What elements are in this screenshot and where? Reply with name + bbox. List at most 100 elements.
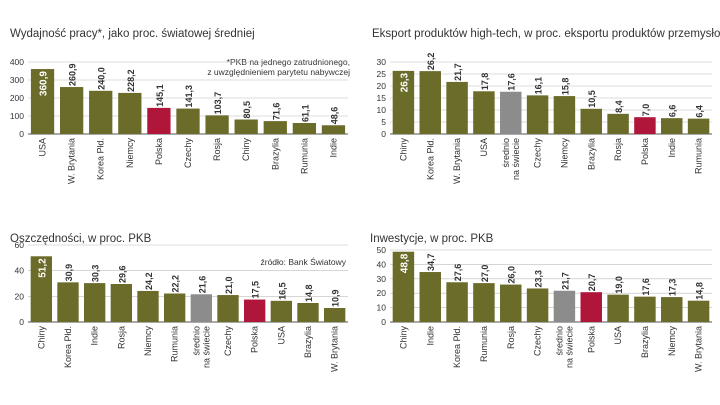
bar (392, 70, 415, 134)
bar (661, 118, 683, 134)
bar (147, 107, 171, 134)
value-label: 17,3 (668, 279, 678, 297)
bar (500, 284, 522, 322)
category-label: USA (276, 326, 286, 345)
bar (164, 293, 186, 322)
bar (473, 283, 495, 322)
y-tick-label: 200 (10, 93, 24, 103)
y-tick-label: 40 (15, 266, 25, 276)
bar (473, 91, 495, 134)
note-line: z uwzględnieniem parytetu nabywczej (207, 67, 350, 77)
category-label: Rosja (613, 138, 623, 161)
category-label: USA (613, 326, 623, 345)
category-label: Rumunia (479, 326, 489, 362)
bar (526, 288, 549, 322)
y-tick-label: 0 (381, 129, 386, 139)
bar (205, 115, 229, 134)
y-tick-label: 50 (377, 245, 387, 255)
bar (580, 292, 602, 322)
chart-title: Oszczędności, w proc. PKB (10, 233, 152, 245)
value-label: 48,6 (329, 107, 339, 125)
category-label: USA (479, 138, 489, 157)
bar (500, 91, 522, 134)
value-label: 6,6 (668, 105, 678, 118)
category-label: na świecie (511, 138, 521, 180)
category-label: USA (38, 138, 48, 157)
value-label: 16,5 (277, 282, 287, 300)
bar (661, 297, 683, 322)
bar (687, 118, 710, 134)
value-label: 17,8 (480, 73, 490, 91)
category-label: W. Brytania (452, 138, 462, 184)
category-label: Rosja (506, 326, 516, 349)
chart-investments: Inwestycje, w proc. PKB 0 10 20 30 40 50 48,8 C… (360, 205, 720, 405)
bar (89, 90, 113, 134)
bar (118, 92, 142, 134)
category-label: Chiny (241, 138, 251, 162)
value-label: 26,2 (426, 53, 436, 71)
value-label: 145,1 (155, 84, 165, 107)
y-tick-label: 20 (15, 291, 25, 301)
value-label: 26,0 (507, 266, 517, 284)
category-label: Niemcy (667, 326, 677, 357)
value-label: 48,8 (399, 253, 410, 273)
bar (446, 282, 468, 322)
bar (634, 117, 656, 134)
category-label: Polska (154, 138, 164, 165)
bar (60, 87, 84, 134)
y-tick-label: 40 (377, 259, 387, 269)
y-tick-label: 400 (10, 57, 24, 67)
category-label: Niemcy (143, 326, 153, 357)
bar (446, 81, 468, 134)
bar (419, 272, 441, 322)
bar (419, 71, 441, 134)
value-label: 71,6 (271, 103, 281, 121)
chart-title: Eksport produktów high-tech, w proc. eks… (372, 28, 720, 40)
chart-svg: 0 100 200 300 400 360,9 USA 260,9 W. Brytania 240… (10, 57, 348, 184)
category-label: Rosja (212, 138, 222, 161)
value-label: 27,0 (480, 265, 490, 283)
value-label: 20,7 (587, 274, 597, 292)
bar (526, 95, 549, 134)
value-label: 29,6 (117, 265, 127, 283)
bar (84, 283, 106, 322)
category-label: Chiny (398, 326, 408, 350)
bar (580, 108, 602, 134)
category-label: W. Brytania (330, 326, 340, 372)
y-tick-label: 300 (10, 75, 24, 85)
chart-svg: 0 20 40 60 51,2 Chiny 30,9 Korea Płd. 30,3 Indie 2… (15, 240, 348, 372)
value-label: 14,8 (304, 284, 314, 302)
bar (292, 123, 316, 134)
y-tick-label: 5 (381, 117, 386, 127)
bar (110, 284, 132, 322)
value-label: 103,7 (213, 92, 223, 115)
y-tick-label: 0 (19, 317, 24, 327)
bar (234, 119, 258, 134)
category-label: Rumunia (694, 138, 704, 174)
value-label: 17,6 (641, 278, 651, 296)
chart-title: Wydajność pracy*, jako proc. światowej ś… (10, 28, 255, 40)
chart-labor-productivity: Wydajność pracy*, jako proc. światowej ś… (0, 0, 360, 200)
value-label: 360,9 (39, 71, 50, 96)
value-label: 240,0 (97, 67, 107, 90)
y-tick-label: 60 (15, 240, 25, 250)
y-tick-label: 30 (377, 274, 387, 284)
category-label: Rumunia (170, 326, 180, 362)
category-label: Czechy (533, 326, 543, 357)
value-label: 260,9 (68, 64, 78, 87)
bar (607, 294, 629, 322)
value-label: 30,9 (64, 264, 74, 282)
category-label: Korea Płd. (452, 326, 462, 368)
chart-title: Inwestycje, w proc. PKB (370, 233, 494, 245)
value-label: 6,4 (695, 105, 705, 118)
bar (553, 290, 576, 322)
y-tick-label: 20 (377, 81, 387, 91)
chart-svg: 0 5 10 15 20 25 30 26,3 Chiny 26,2 Korea Płd. 21,7 W… (377, 53, 712, 184)
value-label: 21,6 (197, 276, 207, 294)
category-label: Polska (586, 326, 596, 353)
category-label: Indie (667, 138, 677, 158)
category-label: Czechy (533, 138, 543, 169)
y-tick-label: 0 (381, 317, 386, 327)
category-label: Brazylia (270, 138, 280, 170)
bar (270, 300, 292, 322)
